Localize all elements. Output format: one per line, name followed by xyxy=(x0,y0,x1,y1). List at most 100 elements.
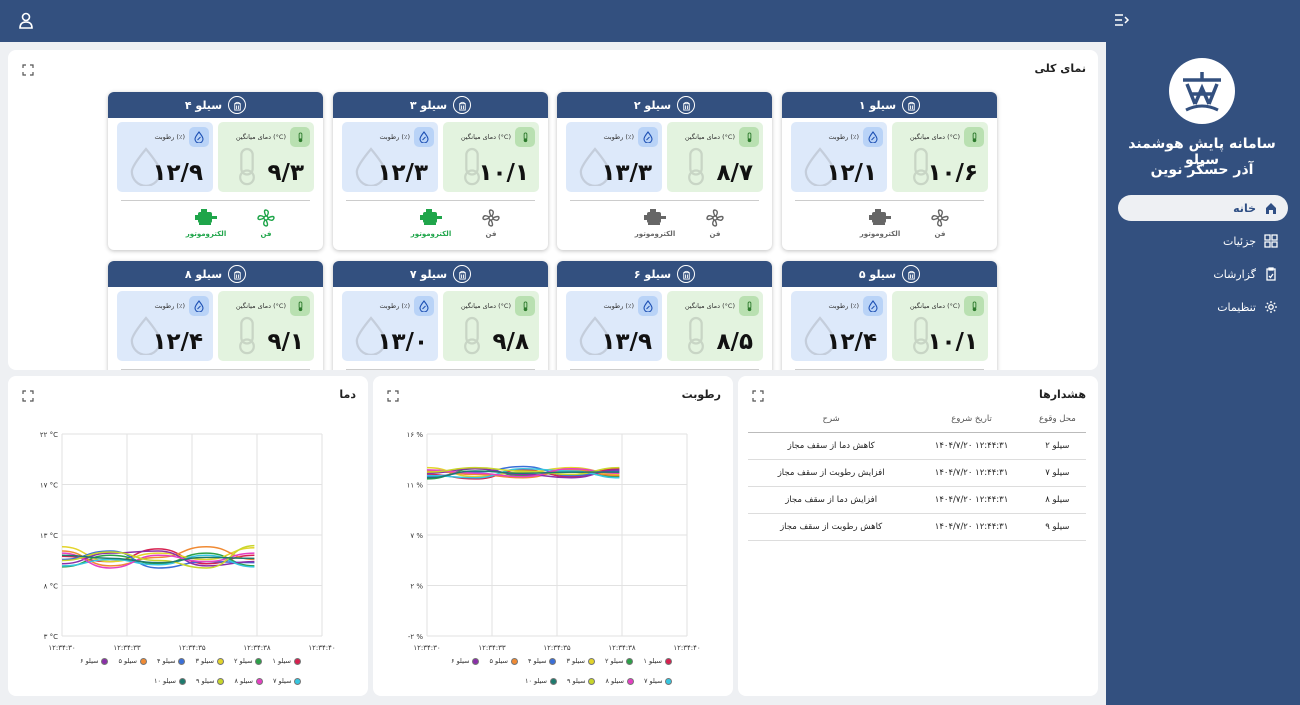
divider xyxy=(570,200,759,201)
legend-item[interactable]: سیلو ۹ xyxy=(196,677,225,685)
legend-item[interactable]: سیلو ۳ xyxy=(195,657,224,665)
fan-label: فن xyxy=(485,230,497,238)
temperature-chart-title: دما xyxy=(339,388,356,401)
overview-title: نمای کلی xyxy=(1034,62,1086,75)
legend-item[interactable]: سیلو ۹ xyxy=(566,677,596,685)
fan-icon xyxy=(905,208,975,228)
x-tick-label: ۱۲:۳۴:۳۵ xyxy=(543,644,571,652)
legend-item[interactable]: سیلو ۲ xyxy=(604,657,634,665)
thermometer-watermark-icon xyxy=(679,315,713,359)
humidity-value: ۱۲/۴ xyxy=(152,329,203,355)
droplet-watermark-icon xyxy=(354,146,388,190)
fan-icon xyxy=(680,208,750,228)
legend-item[interactable]: سیلو ۶ xyxy=(451,657,480,665)
sidebar-item-2[interactable]: جزئیات xyxy=(1118,228,1288,254)
silo-card[interactable]: سیلو ۴ دمای میانگین (°C) ۹/۳ رطوبت (٪) ۱۲/۹ ف… xyxy=(108,92,323,250)
legend-item[interactable]: سیلو ۱ xyxy=(643,657,672,665)
legend-label: سیلو ۸ xyxy=(234,677,253,685)
menu-collapse-icon[interactable] xyxy=(1114,12,1130,28)
expand-icon[interactable] xyxy=(752,390,764,402)
table-row[interactable]: کاهش دما از سقف مجاز ۱۴۰۴/۷/۲۰ ۱۲:۴۴:۳۱ سی… xyxy=(748,432,1086,460)
temperature-label: دمای میانگین (°C) xyxy=(684,302,735,310)
fan-label: فن xyxy=(934,230,946,238)
sidebar-item-3[interactable]: گزارشات xyxy=(1118,261,1288,287)
divider xyxy=(121,369,310,370)
silo-icon xyxy=(902,96,921,114)
humidity-label: رطوبت (٪) xyxy=(154,133,185,141)
legend-label: سیلو ۲ xyxy=(604,657,624,665)
legend-label: سیلو ۳ xyxy=(195,657,214,665)
silo-card[interactable]: سیلو ۳ دمای میانگین (°C) ۱۰/۱ رطوبت (٪) ۱۲/۳… xyxy=(333,92,548,250)
legend-item[interactable]: سیلو ۴ xyxy=(527,657,557,665)
droplet-watermark-icon xyxy=(129,146,163,190)
thermometer-watermark-icon xyxy=(230,146,264,190)
humidity-label: رطوبت (٪) xyxy=(828,302,859,310)
motor-label: الکتروموتور xyxy=(410,230,452,238)
temperature-value: ۹/۳ xyxy=(267,160,304,186)
silo-card[interactable]: سیلو ۸ دمای میانگین (°C) ۹/۱ رطوبت (٪) ۱۲/۴ xyxy=(108,261,323,370)
legend-item[interactable]: سیلو ۷ xyxy=(273,677,302,685)
legend-item[interactable]: سیلو ۲ xyxy=(233,657,263,665)
alerts-title: هشدارها xyxy=(1038,388,1086,401)
legend-item[interactable]: سیلو ۵ xyxy=(118,657,147,665)
sidebar-item-4[interactable]: تنظیمات xyxy=(1118,294,1288,320)
alert-location: سیلو ۹ xyxy=(1028,513,1086,541)
legend-label: سیلو ۵ xyxy=(118,657,137,665)
temperature-card: دمای میانگین (°C) ۹/۸ xyxy=(443,291,539,361)
thermometer-watermark-icon xyxy=(455,146,489,190)
silo-name: سیلو ۴ xyxy=(184,98,223,112)
fan-icon xyxy=(231,208,301,228)
legend-swatch xyxy=(178,677,186,685)
legend-label: سیلو ۹ xyxy=(566,677,586,685)
silo-name: سیلو ۶ xyxy=(633,267,672,281)
legend-item[interactable]: سیلو ۴ xyxy=(157,657,186,665)
thermometer-watermark-icon xyxy=(904,146,938,190)
chart-legend: سیلو ۱۰ سیلو ۹ سیلو ۸ سیلو ۷ xyxy=(525,677,673,685)
legend-swatch xyxy=(217,677,225,685)
legend-swatch xyxy=(626,677,634,685)
silo-header: سیلو ۵ xyxy=(782,261,997,287)
expand-icon[interactable] xyxy=(22,64,34,76)
series-line xyxy=(426,470,620,479)
y-tick-label: ۸ °C xyxy=(44,583,58,591)
fan-status: فن xyxy=(680,208,750,238)
legend-item[interactable]: سیلو ۵ xyxy=(489,657,518,665)
legend-item[interactable]: سیلو ۸ xyxy=(605,677,634,685)
col-start-date: تاریخ شروع xyxy=(914,406,1029,433)
legend-item[interactable]: سیلو ۳ xyxy=(566,657,595,665)
legend-label: سیلو ۲ xyxy=(233,657,253,665)
sidebar-item-1[interactable]: خانه xyxy=(1118,195,1288,221)
droplet-watermark-icon xyxy=(578,146,612,190)
legend-item[interactable]: سیلو ۷ xyxy=(644,677,673,685)
legend-label: سیلو ۴ xyxy=(527,657,547,665)
humidity-value: ۱۲/۳ xyxy=(377,160,428,186)
silo-card[interactable]: سیلو ۱ دمای میانگین (°C) ۱۰/۶ رطوبت (٪) ۱۲/۱… xyxy=(782,92,997,250)
expand-icon[interactable] xyxy=(22,390,34,402)
legend-label: سیلو ۳ xyxy=(566,657,585,665)
legend-item[interactable]: سیلو ۱ xyxy=(272,657,301,665)
user-icon[interactable] xyxy=(18,12,34,30)
y-tick-label: ۱۱ % xyxy=(407,482,424,490)
legend-item[interactable]: سیلو ۶ xyxy=(80,657,109,665)
thermometer-icon xyxy=(739,296,759,316)
silo-card[interactable]: سیلو ۷ دمای میانگین (°C) ۹/۸ رطوبت (٪) ۱۳/۰ xyxy=(333,261,548,370)
table-row[interactable]: افزایش رطوبت از سقف مجاز ۱۴۰۴/۷/۲۰ ۱۲:۴۴:… xyxy=(748,459,1086,487)
alerts-table: شرح تاریخ شروع محل وقوع کاهش دما از سقف … xyxy=(748,406,1086,541)
silo-card[interactable]: سیلو ۵ دمای میانگین (°C) ۱۰/۱ رطوبت (٪) ۱۲/۴ xyxy=(782,261,997,370)
table-row[interactable]: کاهش رطوبت از سقف مجاز ۱۴۰۴/۷/۲۰ ۱۲:۴۴:۳۱… xyxy=(748,513,1086,541)
silo-card[interactable]: سیلو ۶ دمای میانگین (°C) ۸/۵ رطوبت (٪) ۱۳/۹ xyxy=(557,261,772,370)
temperature-value: ۱۰/۱ xyxy=(927,329,978,355)
expand-icon[interactable] xyxy=(387,390,399,402)
droplet-icon xyxy=(414,127,434,147)
table-row[interactable]: افزایش دما از سقف مجاز ۱۴۰۴/۷/۲۰ ۱۲:۴۴:۳۱… xyxy=(748,486,1086,514)
divider xyxy=(795,369,984,370)
silo-card[interactable]: سیلو ۲ دمای میانگین (°C) ۸/۷ رطوبت (٪) ۱۳/۳ ف… xyxy=(557,92,772,250)
humidity-value: ۱۳/۳ xyxy=(601,160,652,186)
legend-item[interactable]: سیلو ۱۰ xyxy=(525,677,557,685)
humidity-value: ۱۳/۰ xyxy=(377,329,428,355)
legend-item[interactable]: سیلو ۱۰ xyxy=(154,677,186,685)
silo-readings: دمای میانگین (°C) ۹/۸ رطوبت (٪) ۱۳/۰ xyxy=(342,291,539,361)
legend-swatch xyxy=(588,677,596,685)
chart-legend: سیلو ۶ سیلو ۵ سیلو ۴ سیلو ۳ سیلو ۲ سیلو ۱ xyxy=(451,657,672,665)
legend-item[interactable]: سیلو ۸ xyxy=(234,677,263,685)
